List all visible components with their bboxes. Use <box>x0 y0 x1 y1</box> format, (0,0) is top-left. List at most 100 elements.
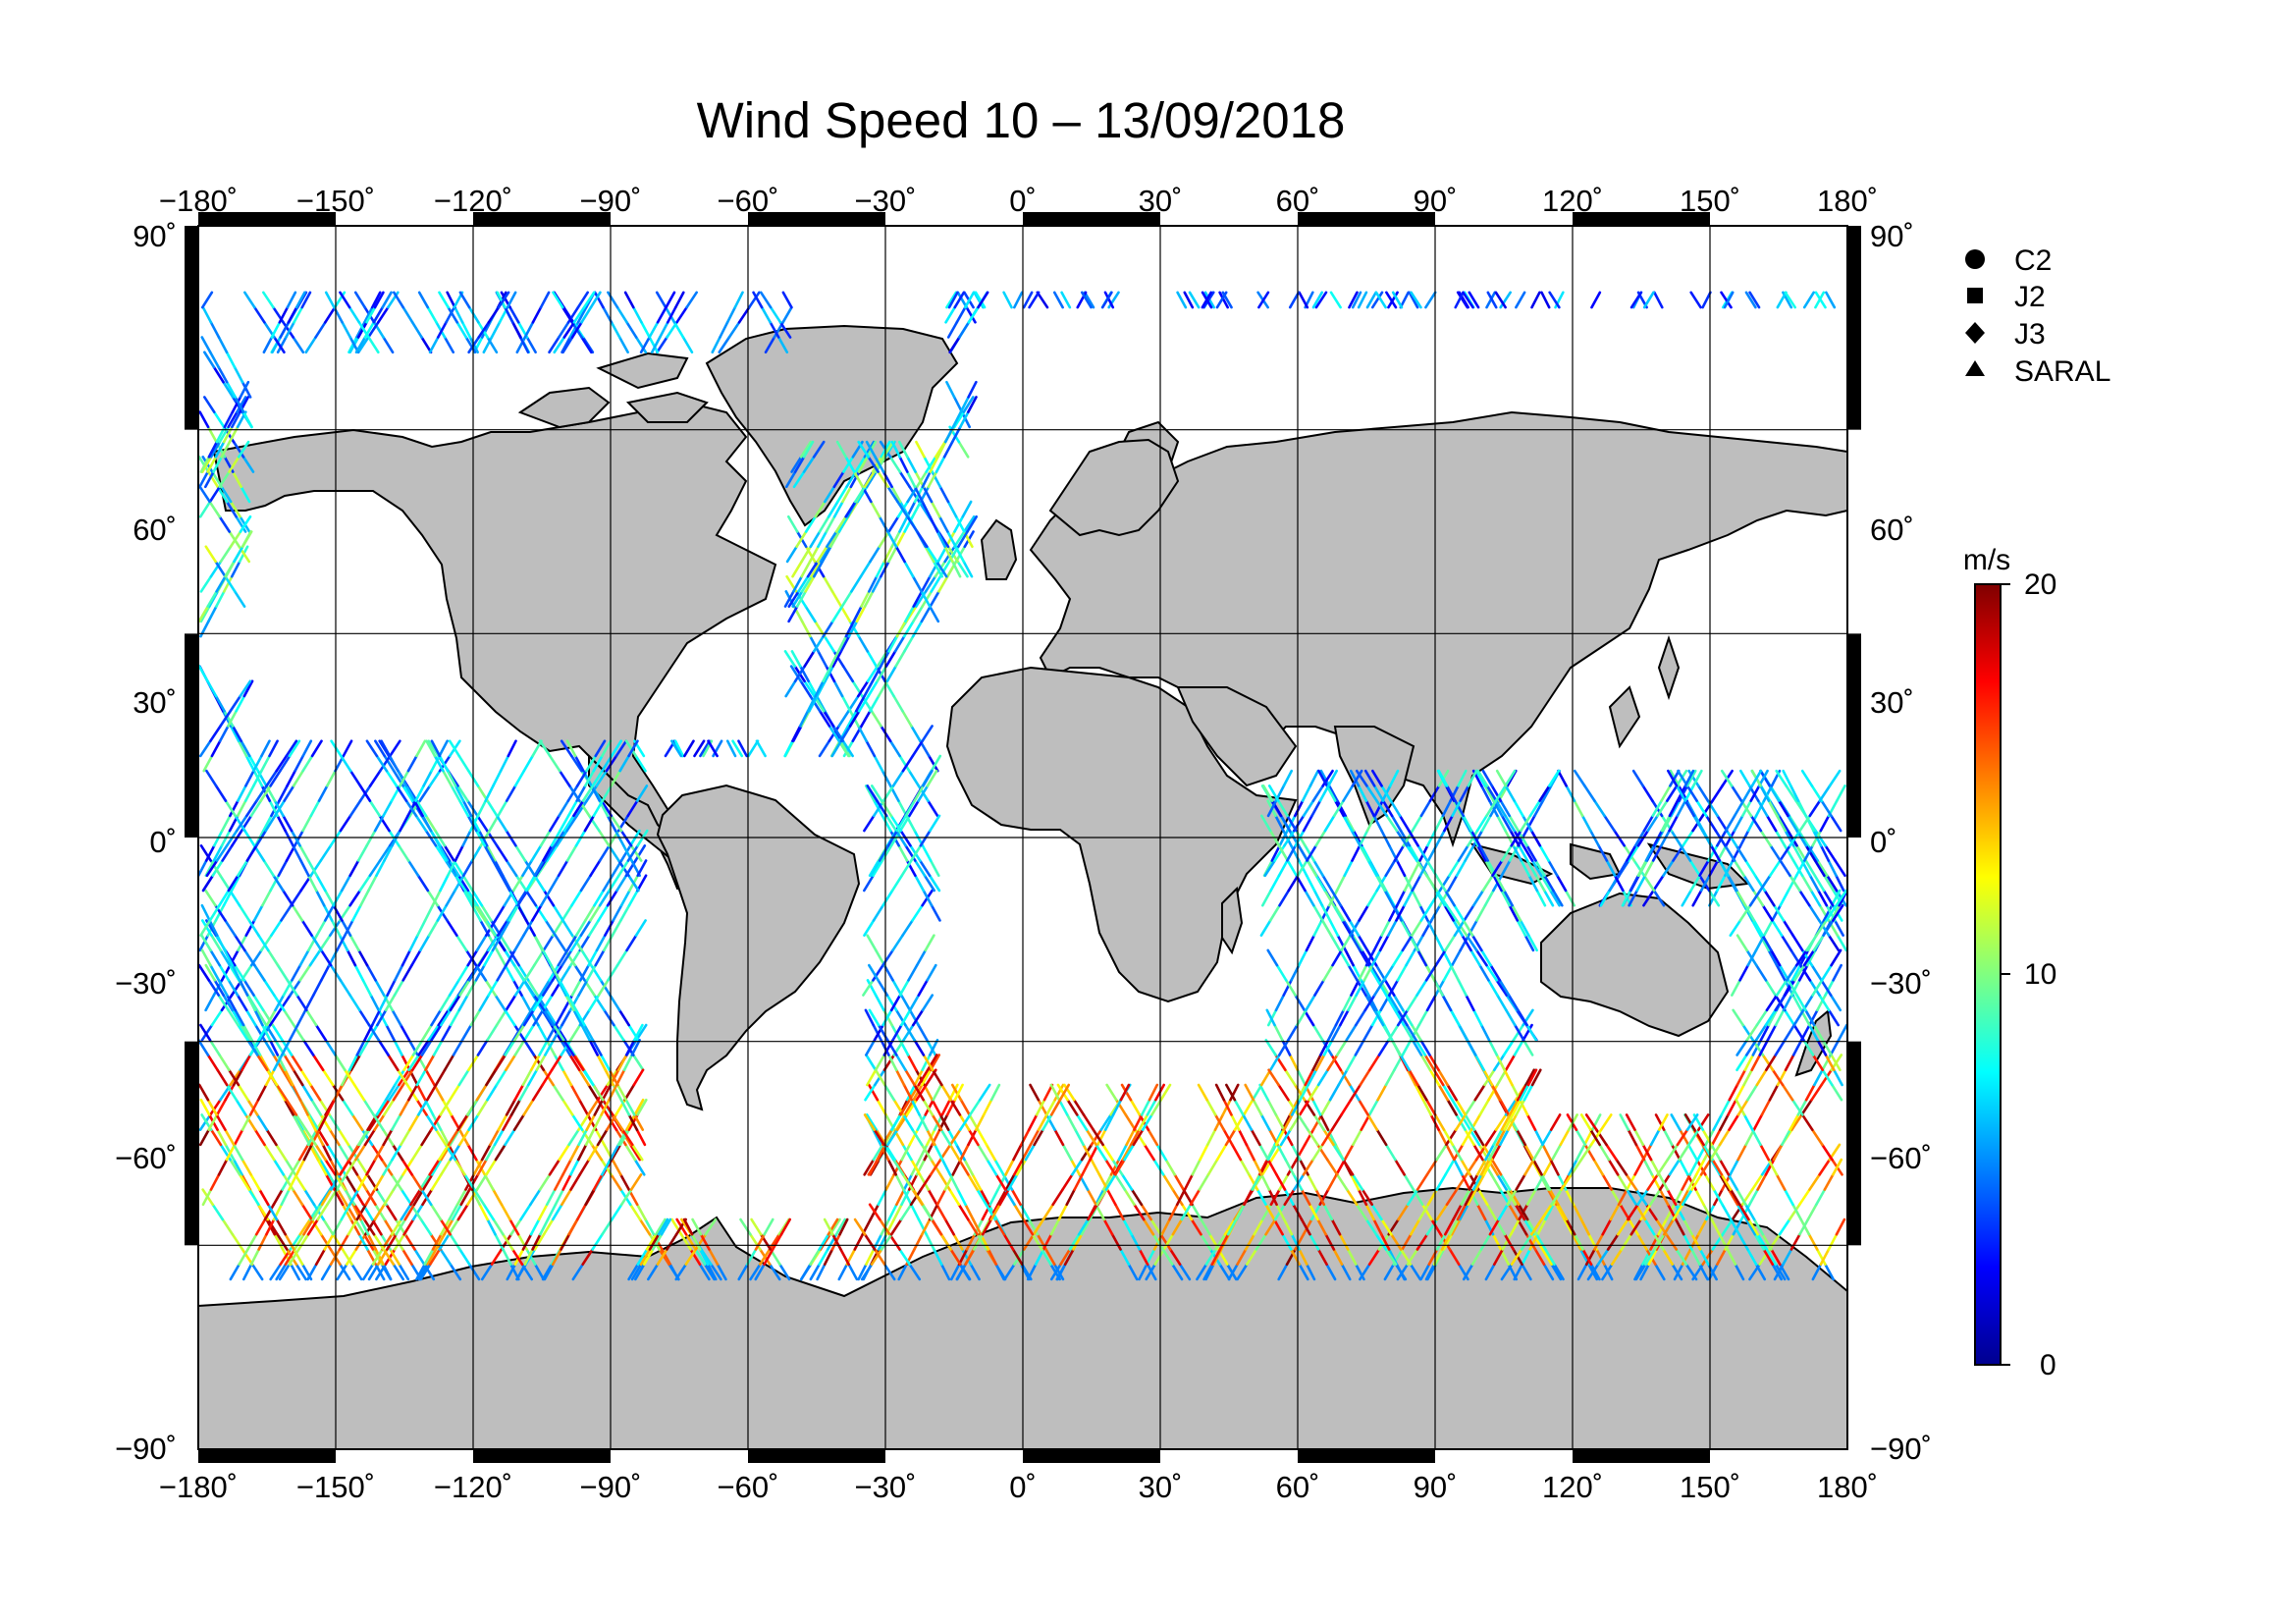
track-segment <box>639 336 651 354</box>
track-segment <box>198 1083 210 1102</box>
track-segment <box>1375 799 1389 818</box>
track-segment <box>1202 1263 1214 1281</box>
track-segment <box>913 485 924 504</box>
track-segment <box>349 1217 361 1236</box>
track-segment <box>306 1217 320 1236</box>
track-segment <box>293 1248 304 1267</box>
track-segment <box>1408 1068 1419 1087</box>
track-segment <box>1782 1248 1793 1267</box>
track-segment <box>1548 1188 1560 1207</box>
track-segment <box>882 1054 896 1072</box>
track-segment <box>212 365 225 384</box>
track-segment <box>1526 1068 1538 1087</box>
track-segment <box>892 694 904 713</box>
track-segment <box>1347 963 1359 982</box>
track-segment <box>204 545 217 564</box>
track-segment <box>1806 948 1817 967</box>
track-segment <box>1513 829 1525 847</box>
track-segment <box>522 1023 535 1042</box>
track-segment <box>1573 1232 1584 1251</box>
track-segment <box>1236 1248 1248 1267</box>
track-segment <box>951 410 963 429</box>
track-segment <box>868 1158 880 1176</box>
track-segment <box>531 1083 545 1102</box>
track-segment <box>1684 1263 1698 1281</box>
track-segment <box>445 305 456 324</box>
track-segment <box>372 1113 385 1131</box>
land-arabia <box>1176 686 1298 787</box>
track-segment <box>284 1232 295 1251</box>
track-segment <box>311 979 323 997</box>
border-segment <box>748 212 885 226</box>
track-segment <box>681 336 694 354</box>
track-segment <box>1435 1173 1447 1191</box>
track-segment <box>1633 829 1646 847</box>
track-segment <box>1491 859 1504 878</box>
track-segment <box>639 1248 652 1267</box>
track-segment <box>212 844 224 862</box>
track-segment <box>931 1113 943 1131</box>
track-segment <box>577 1128 589 1147</box>
track-segment <box>504 1128 516 1147</box>
track-segment <box>598 889 612 907</box>
track-segment <box>625 934 638 952</box>
track-segment <box>1832 1068 1843 1087</box>
track-segment <box>1807 1232 1819 1251</box>
track-segment <box>457 1068 470 1087</box>
track-segment <box>920 590 932 608</box>
track-segment <box>1738 829 1750 847</box>
track-segment <box>1727 1173 1738 1191</box>
track-segment <box>1488 1217 1501 1236</box>
track-segment <box>290 889 302 907</box>
track-segment <box>1533 1128 1545 1147</box>
track-segment <box>1814 291 1827 309</box>
track-segment <box>1282 1217 1294 1236</box>
track-segment <box>839 1248 850 1267</box>
track-segment <box>207 440 219 459</box>
track-segment <box>561 1173 572 1191</box>
track-segment <box>468 1173 480 1191</box>
track-segment <box>383 754 396 773</box>
track-segment <box>1682 1217 1693 1236</box>
track-segment <box>1037 1113 1048 1131</box>
track-segment <box>1481 874 1494 893</box>
track-segment <box>551 963 563 982</box>
track-segment <box>882 1263 896 1281</box>
track-segment <box>1417 1008 1429 1027</box>
track-segment <box>229 1068 242 1087</box>
track-segment <box>1355 1203 1368 1221</box>
track-segment <box>353 963 365 982</box>
track-segment <box>1284 979 1297 997</box>
track-segment <box>309 1143 322 1162</box>
track-segment <box>1750 1173 1764 1191</box>
track-segment <box>212 829 224 847</box>
track-segment <box>1297 1113 1309 1131</box>
track-segment <box>1808 1173 1821 1191</box>
track-segment <box>1390 1232 1403 1251</box>
track-segment <box>1761 1232 1773 1251</box>
track-segment <box>1275 1173 1287 1191</box>
track-segment <box>1732 1008 1745 1027</box>
track-segment <box>691 1217 703 1236</box>
track-segment <box>1820 963 1833 982</box>
track-segment <box>408 934 419 952</box>
track-segment <box>1387 919 1398 937</box>
track-segment <box>1330 1113 1343 1131</box>
track-segment <box>1239 1158 1251 1176</box>
track-segment <box>1346 1248 1358 1267</box>
track-segment <box>264 1023 277 1042</box>
track-segment <box>792 574 804 593</box>
border-segment <box>1023 1449 1160 1463</box>
track-segment <box>1408 829 1419 847</box>
track-segment <box>465 1098 479 1116</box>
track-segment <box>1348 919 1361 937</box>
track-segment <box>689 1248 702 1267</box>
track-segment <box>512 963 526 982</box>
track-segment <box>1287 1023 1299 1042</box>
track-segment <box>1387 979 1400 997</box>
track-segment <box>264 814 277 833</box>
track-segment <box>601 1083 613 1102</box>
track-segment <box>565 814 578 833</box>
track-segment <box>1446 1083 1458 1102</box>
track-segment <box>586 1098 600 1116</box>
